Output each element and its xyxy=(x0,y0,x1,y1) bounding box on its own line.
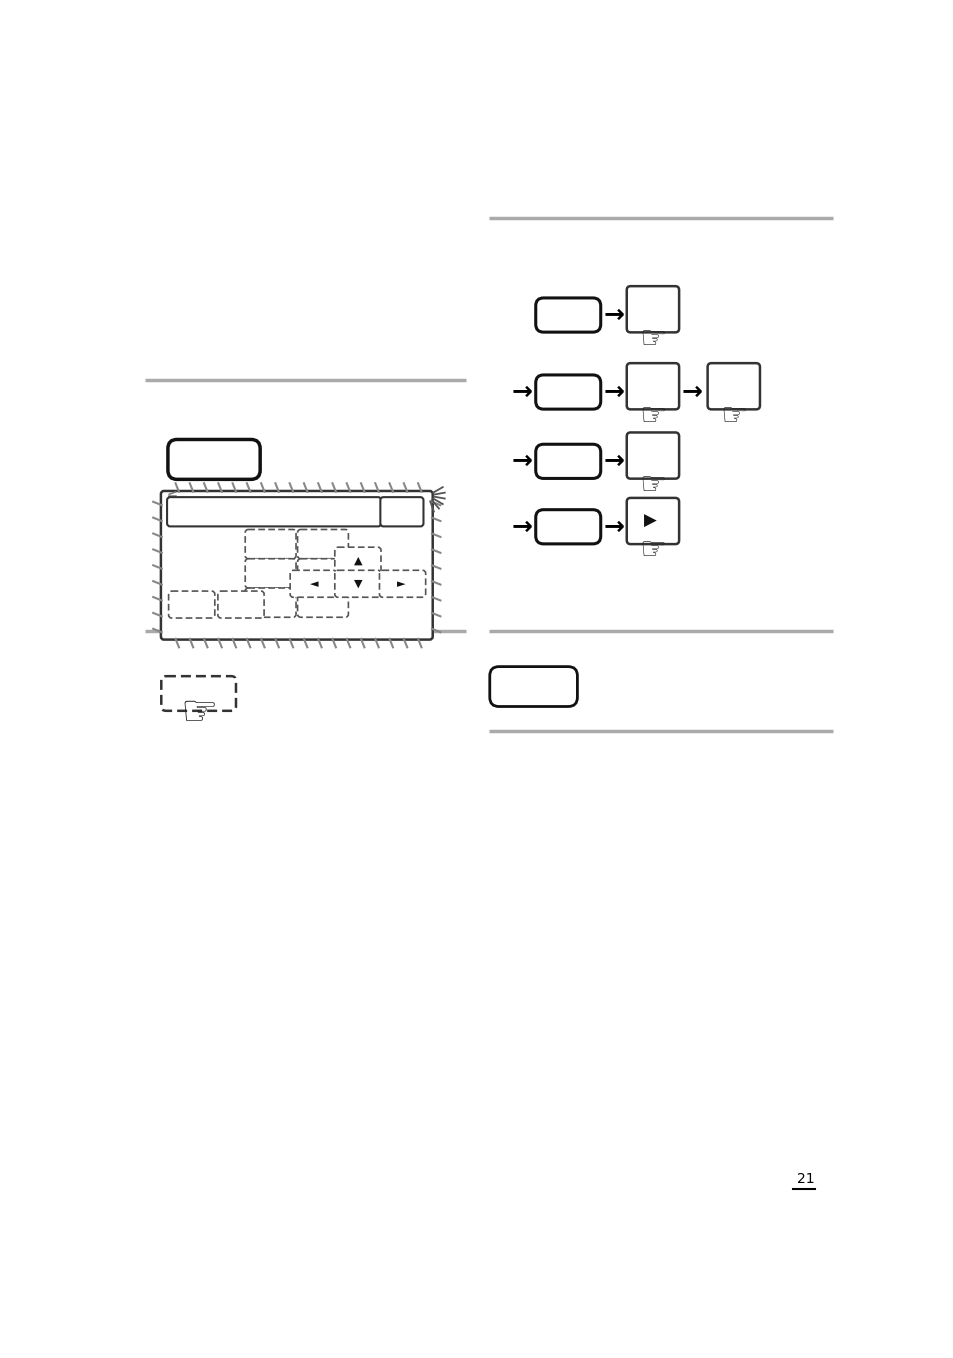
FancyBboxPatch shape xyxy=(217,591,264,618)
FancyBboxPatch shape xyxy=(245,588,295,618)
FancyBboxPatch shape xyxy=(536,297,600,333)
FancyBboxPatch shape xyxy=(626,432,679,478)
FancyBboxPatch shape xyxy=(169,591,214,618)
FancyBboxPatch shape xyxy=(297,588,348,618)
Text: →: → xyxy=(511,515,532,539)
FancyBboxPatch shape xyxy=(707,363,760,409)
FancyBboxPatch shape xyxy=(167,497,381,527)
FancyBboxPatch shape xyxy=(335,570,380,598)
FancyBboxPatch shape xyxy=(380,497,423,527)
FancyBboxPatch shape xyxy=(335,547,380,574)
Text: ☞: ☞ xyxy=(639,402,666,430)
FancyBboxPatch shape xyxy=(536,509,600,543)
FancyBboxPatch shape xyxy=(626,363,679,409)
Text: ►: ► xyxy=(396,579,405,589)
Text: →: → xyxy=(603,449,624,474)
Text: →: → xyxy=(511,380,532,405)
Text: ☞: ☞ xyxy=(720,402,747,430)
Text: ☞: ☞ xyxy=(180,691,217,733)
FancyBboxPatch shape xyxy=(297,530,348,558)
Text: →: → xyxy=(603,515,624,539)
FancyBboxPatch shape xyxy=(489,667,577,706)
Text: ☞: ☞ xyxy=(639,471,666,500)
Text: ▼: ▼ xyxy=(354,579,362,589)
FancyBboxPatch shape xyxy=(161,676,235,710)
Text: →: → xyxy=(511,449,532,474)
Text: ◄: ◄ xyxy=(310,579,318,589)
Text: →: → xyxy=(603,303,624,327)
Text: ▶: ▶ xyxy=(643,512,656,530)
FancyBboxPatch shape xyxy=(626,287,679,333)
FancyBboxPatch shape xyxy=(379,570,425,598)
FancyBboxPatch shape xyxy=(536,444,600,478)
Text: ☞: ☞ xyxy=(639,536,666,565)
Text: 21: 21 xyxy=(796,1172,814,1187)
FancyBboxPatch shape xyxy=(245,558,295,588)
Text: →: → xyxy=(603,380,624,405)
FancyBboxPatch shape xyxy=(168,440,260,479)
FancyBboxPatch shape xyxy=(245,530,295,558)
Text: ☞: ☞ xyxy=(639,325,666,353)
Text: →: → xyxy=(681,380,702,405)
FancyBboxPatch shape xyxy=(536,375,600,409)
FancyBboxPatch shape xyxy=(290,570,336,598)
FancyBboxPatch shape xyxy=(297,558,348,588)
FancyBboxPatch shape xyxy=(626,498,679,545)
Text: ▲: ▲ xyxy=(354,555,362,566)
FancyBboxPatch shape xyxy=(161,492,433,640)
